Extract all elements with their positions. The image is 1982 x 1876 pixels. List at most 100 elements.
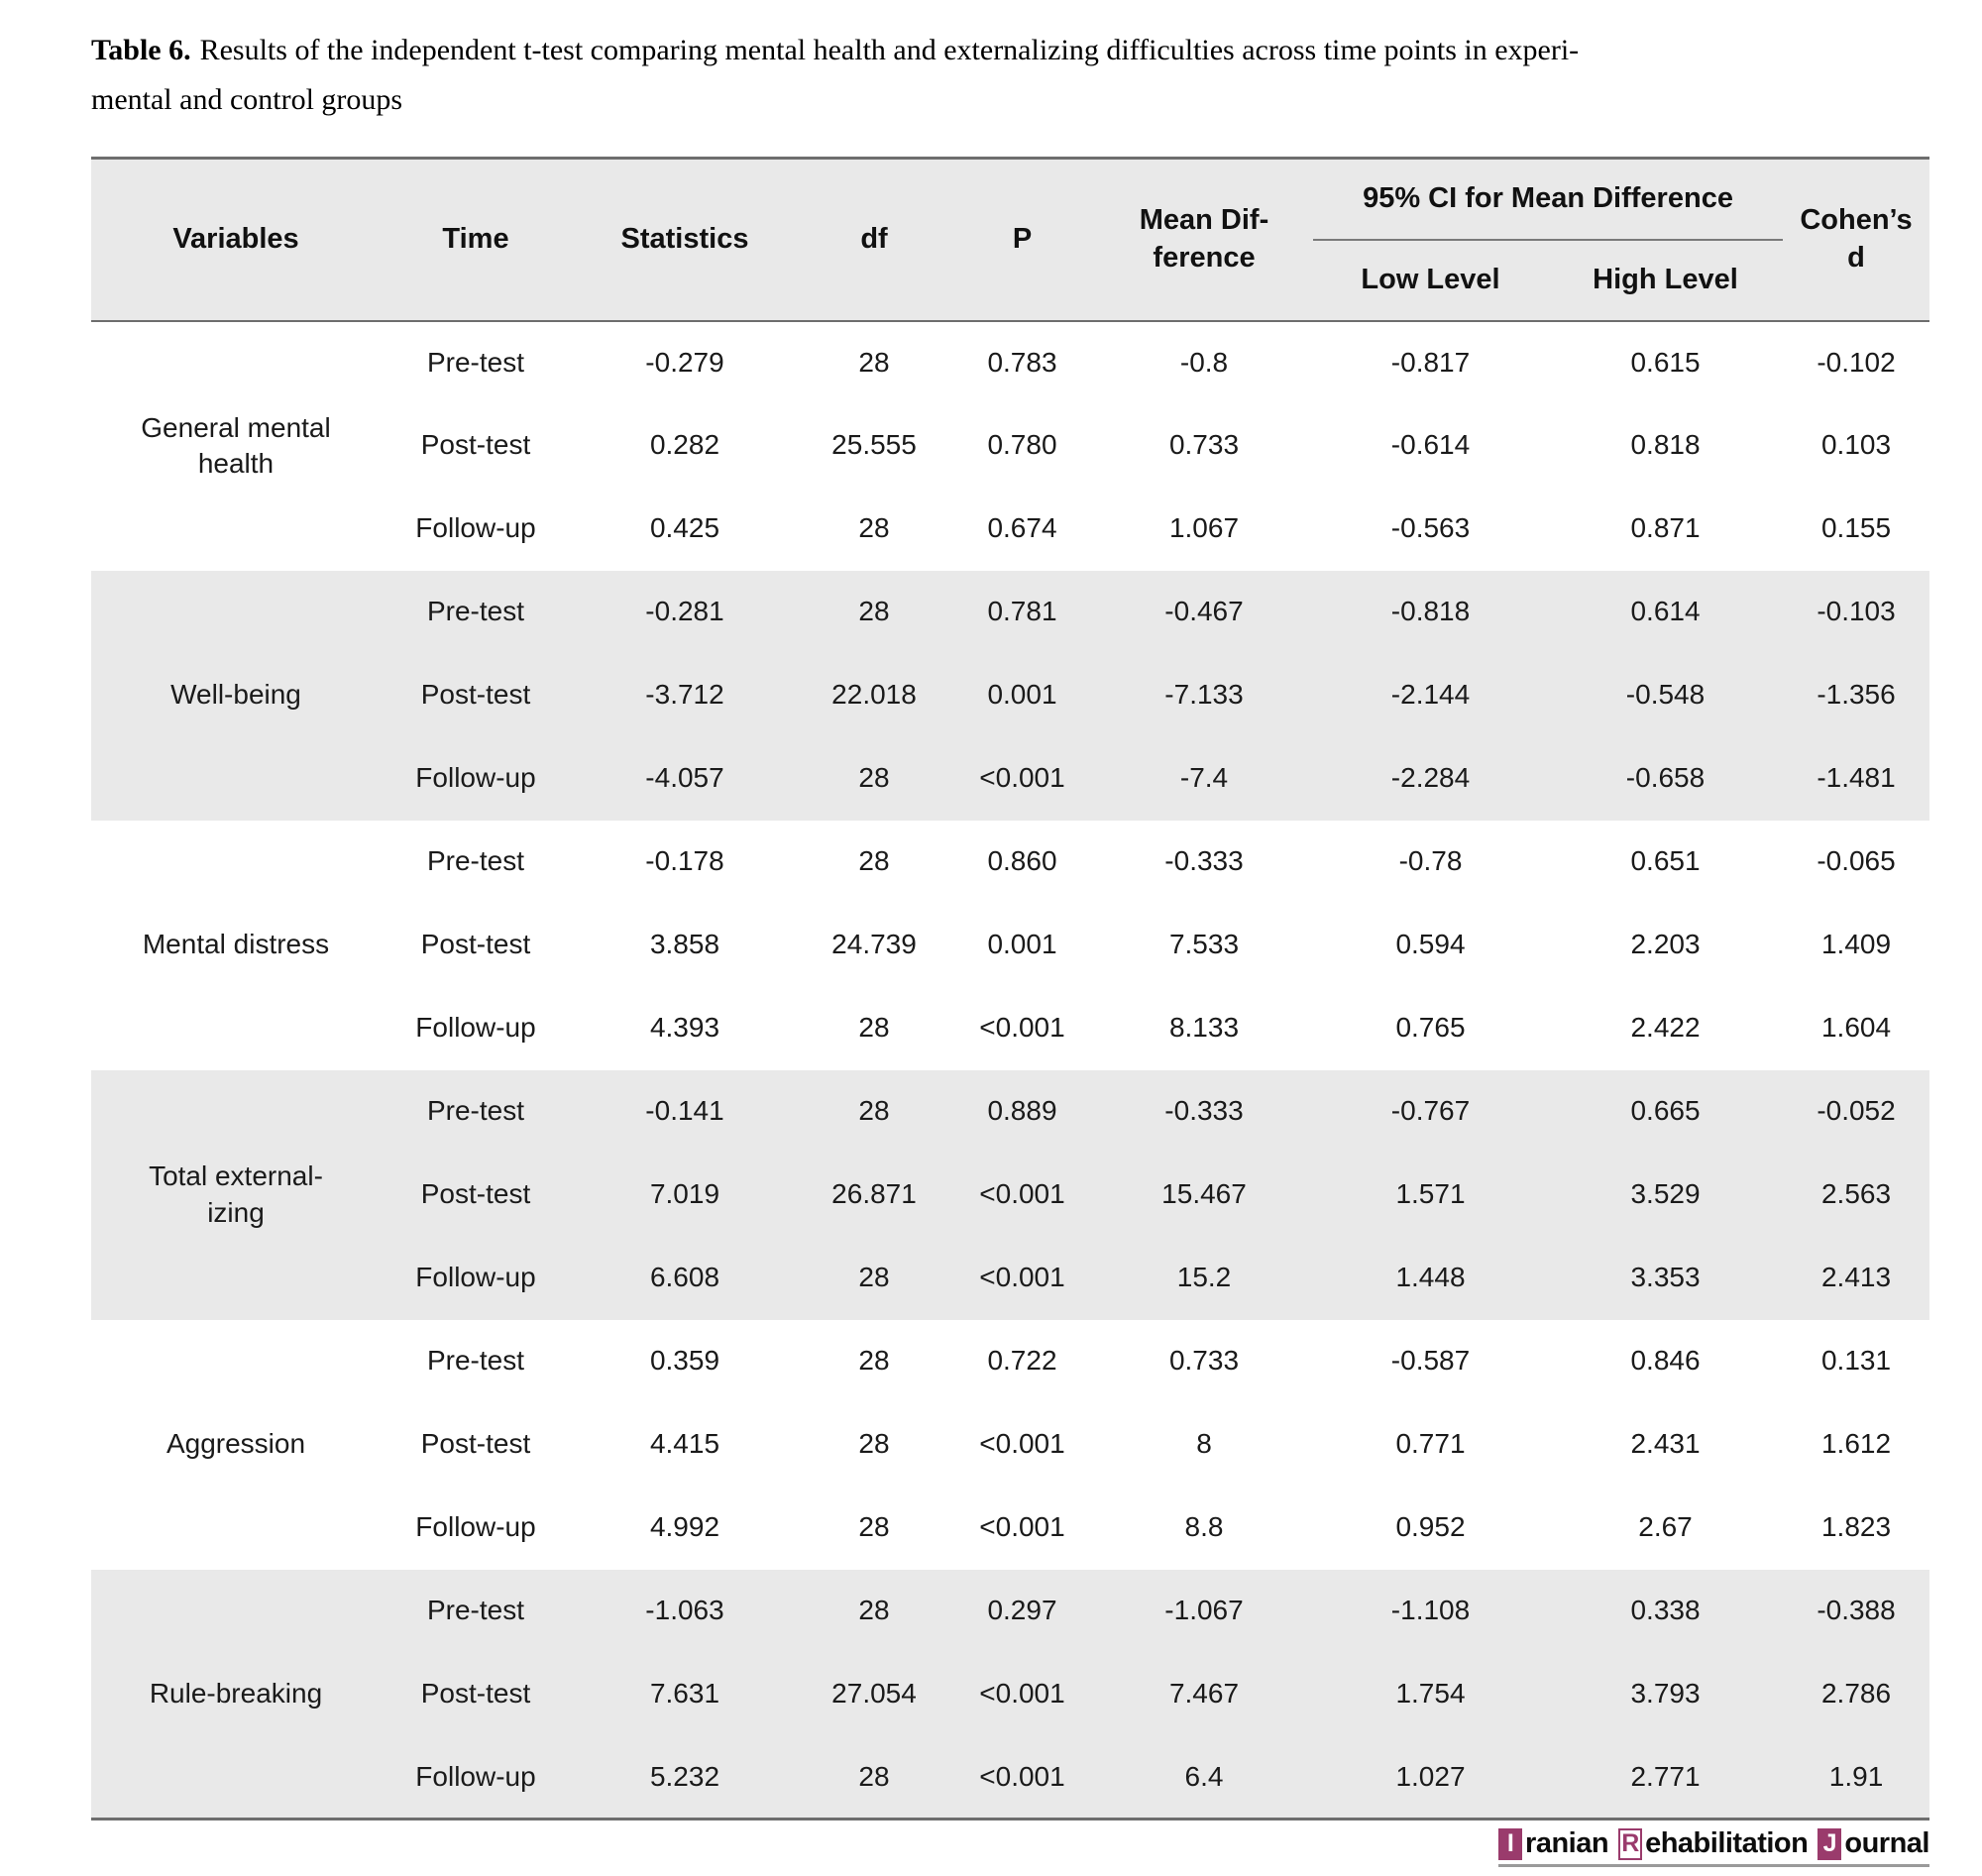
ci-high-cell: 2.771 bbox=[1548, 1735, 1784, 1820]
df-cell: 28 bbox=[799, 1319, 949, 1403]
ci-low-cell: 1.027 bbox=[1313, 1735, 1548, 1820]
p-cell: <0.001 bbox=[949, 986, 1095, 1070]
mean-difference-cell: 0.733 bbox=[1095, 403, 1313, 488]
p-cell: <0.001 bbox=[949, 1486, 1095, 1570]
cohens-d-cell: -0.103 bbox=[1783, 570, 1930, 654]
time-cell: Follow-up bbox=[381, 487, 571, 571]
header-row-1: Variables Time Statistics df P Mean Dif-… bbox=[91, 158, 1930, 321]
statistics-cell: 4.393 bbox=[571, 986, 799, 1070]
time-cell: Pre-test bbox=[381, 1319, 571, 1403]
logo-word-rehabilitation-rest: ehabilitation bbox=[1645, 1827, 1809, 1859]
cohens-d-cell: -1.356 bbox=[1783, 653, 1930, 737]
time-cell: Follow-up bbox=[381, 986, 571, 1070]
ci-low-cell: -0.563 bbox=[1313, 487, 1548, 571]
statistics-cell: 3.858 bbox=[571, 903, 799, 987]
cohens-d-cell: 0.155 bbox=[1783, 487, 1930, 571]
cohens-d-cell: 0.131 bbox=[1783, 1319, 1930, 1403]
ci-high-cell: 3.793 bbox=[1548, 1652, 1784, 1736]
ci-high-cell: 2.431 bbox=[1548, 1402, 1784, 1487]
table-row: Post-test 3.858 24.739 0.001 7.533 0.594 2.203… bbox=[91, 903, 1930, 987]
p-cell: 0.889 bbox=[949, 1069, 1095, 1154]
df-cell: 28 bbox=[799, 1236, 949, 1320]
df-cell: 28 bbox=[799, 1402, 949, 1487]
table-row: Aggression Pre-test 0.359 28 0.722 0.733 -0.58… bbox=[91, 1319, 1930, 1570]
df-cell: 22.018 bbox=[799, 653, 949, 737]
mean-difference-cell: 6.4 bbox=[1095, 1735, 1313, 1820]
df-cell: 28 bbox=[799, 1735, 949, 1820]
table-row: Post-test 7.631 27.054 <0.001 7.467 1.754 3.79… bbox=[91, 1652, 1930, 1736]
cohens-d-cell: 0.103 bbox=[1783, 403, 1930, 488]
table-row: Post-test 4.415 28 <0.001 8 0.771 2.431 1.612 bbox=[91, 1402, 1930, 1487]
cohens-d-cell: -1.481 bbox=[1783, 736, 1930, 821]
col-header-variables: Variables bbox=[91, 158, 381, 321]
p-cell: <0.001 bbox=[949, 1735, 1095, 1820]
cohens-d-cell: -0.388 bbox=[1783, 1569, 1930, 1653]
variable-name: Aggression bbox=[91, 1319, 381, 1570]
variable-name: Well-being bbox=[91, 570, 381, 821]
time-cell: Post-test bbox=[381, 903, 571, 987]
ci-high-cell: 3.353 bbox=[1548, 1236, 1784, 1320]
table-row: Rule-breaking Pre-test -1.063 28 0.297 -1.067… bbox=[91, 1569, 1930, 1820]
cohens-d-cell: -0.065 bbox=[1783, 820, 1930, 904]
mean-difference-cell: -0.333 bbox=[1095, 820, 1313, 904]
mean-difference-cell: -0.8 bbox=[1095, 319, 1313, 404]
df-cell: 28 bbox=[799, 1069, 949, 1154]
ci-low-cell: 0.952 bbox=[1313, 1486, 1548, 1570]
time-cell: Follow-up bbox=[381, 1236, 571, 1320]
time-cell: Post-test bbox=[381, 1153, 571, 1237]
table-row: Follow-up -4.057 28 <0.001 -7.4 -2.284 -0.658-… bbox=[91, 736, 1930, 821]
p-cell: 0.297 bbox=[949, 1569, 1095, 1653]
time-cell: Follow-up bbox=[381, 1735, 571, 1820]
statistics-cell: -3.712 bbox=[571, 653, 799, 737]
ci-low-cell: -0.818 bbox=[1313, 570, 1548, 654]
ci-low-cell: -0.614 bbox=[1313, 403, 1548, 488]
ci-high-cell: 0.871 bbox=[1548, 487, 1784, 571]
p-cell: <0.001 bbox=[949, 1153, 1095, 1237]
statistics-cell: 0.282 bbox=[571, 403, 799, 488]
table-caption: Table 6. Results of the independent t-tes… bbox=[91, 26, 1934, 125]
ci-low-cell: -2.144 bbox=[1313, 653, 1548, 737]
ci-high-cell: 3.529 bbox=[1548, 1153, 1784, 1237]
p-cell: 0.781 bbox=[949, 570, 1095, 654]
table-row: Post-test 0.282 25.555 0.780 0.733 -0.614 0.81… bbox=[91, 403, 1930, 488]
p-cell: 0.783 bbox=[949, 319, 1095, 404]
ci-high-cell: 0.338 bbox=[1548, 1569, 1784, 1653]
variable-name: Rule-breaking bbox=[91, 1569, 381, 1820]
time-cell: Pre-test bbox=[381, 1569, 571, 1653]
statistics-cell: 7.019 bbox=[571, 1153, 799, 1237]
p-cell: 0.001 bbox=[949, 903, 1095, 987]
ci-high-cell: 0.846 bbox=[1548, 1319, 1784, 1403]
ci-low-cell: 0.771 bbox=[1313, 1402, 1548, 1487]
table-row: Post-test -3.712 22.018 0.001 -7.133 -2.144 -0… bbox=[91, 653, 1930, 737]
ci-high-cell: 2.67 bbox=[1548, 1486, 1784, 1570]
mean-difference-cell: 8.133 bbox=[1095, 986, 1313, 1070]
p-cell: <0.001 bbox=[949, 1652, 1095, 1736]
ci-low-cell: -2.284 bbox=[1313, 736, 1548, 821]
logo-initial-j: J bbox=[1817, 1827, 1842, 1860]
table-row: Total external- izing Pre-test -0.141 28 0.8… bbox=[91, 1069, 1930, 1320]
statistics-cell: 4.415 bbox=[571, 1402, 799, 1487]
time-cell: Follow-up bbox=[381, 1486, 571, 1570]
ci-low-cell: -1.108 bbox=[1313, 1569, 1548, 1653]
col-header-time: Time bbox=[381, 158, 571, 321]
ci-high-cell: -0.548 bbox=[1548, 653, 1784, 737]
cohens-d-cell: 1.823 bbox=[1783, 1486, 1930, 1570]
statistics-cell: -1.063 bbox=[571, 1569, 799, 1653]
p-cell: <0.001 bbox=[949, 1402, 1095, 1487]
cohens-d-cell: -0.052 bbox=[1783, 1069, 1930, 1154]
df-cell: 28 bbox=[799, 736, 949, 821]
col-header-ci-high: High Level bbox=[1548, 239, 1784, 321]
cohens-d-cell: 1.91 bbox=[1783, 1735, 1930, 1820]
ci-low-cell: 1.571 bbox=[1313, 1153, 1548, 1237]
p-cell: <0.001 bbox=[949, 1236, 1095, 1320]
table-row: Follow-up 4.393 28 <0.001 8.133 0.765 2.422 1.6… bbox=[91, 986, 1930, 1070]
ci-low-cell: -0.587 bbox=[1313, 1319, 1548, 1403]
mean-difference-cell: 7.533 bbox=[1095, 903, 1313, 987]
ci-high-cell: 2.422 bbox=[1548, 986, 1784, 1070]
col-header-cohens-d: Cohen’s d bbox=[1783, 158, 1930, 321]
results-table: Variables Time Statistics df P Mean Dif-… bbox=[91, 157, 1930, 1821]
time-cell: Pre-test bbox=[381, 820, 571, 904]
